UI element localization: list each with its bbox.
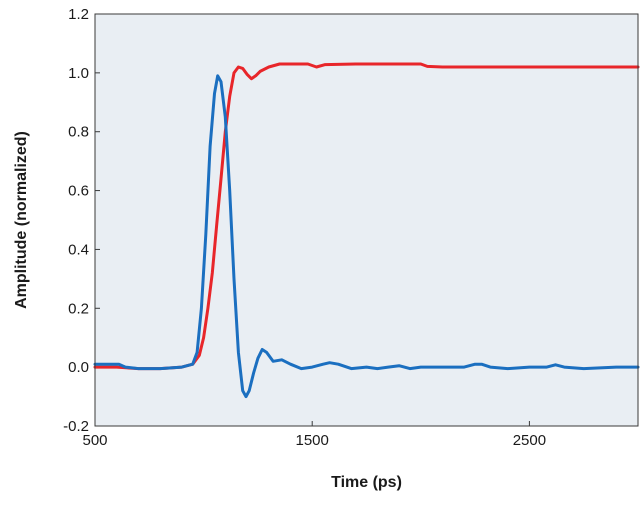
y-tick-label: 0.8 [68,124,89,141]
y-tick-label: 1.2 [68,6,89,23]
y-tick-label: 0.4 [68,241,89,258]
x-tick-label: 1500 [296,432,329,449]
x-tick-label: 2500 [513,432,546,449]
x-tick-label: 500 [82,432,107,449]
plot-area [95,14,638,426]
y-tick-label: -0.2 [63,418,89,435]
x-axis-title: Time (ps) [331,474,402,491]
plot-frame [94,13,639,427]
series-layer [93,62,640,399]
y-tick-label: 0.2 [68,300,89,317]
series-line-2 [93,74,640,399]
y-tick-label: 1.0 [68,65,89,82]
y-tick-label: 0.0 [68,359,89,376]
axis-ticks: -0.2 0.0 0.2 0.4 0.6 0.8 1.0 1.2 500 1500 2500 [63,6,546,449]
y-tick-label: 0.6 [68,183,89,200]
y-axis-title: Amplitude (normalized) [13,131,30,309]
series-line-1 [93,62,640,371]
